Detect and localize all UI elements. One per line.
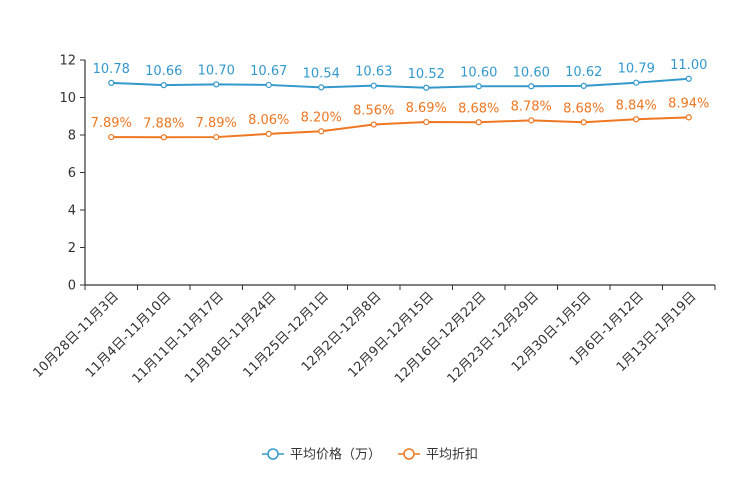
data-label: 8.78% bbox=[511, 99, 552, 114]
data-point bbox=[160, 134, 167, 141]
legend-swatch-marker bbox=[267, 448, 279, 460]
data-point bbox=[475, 83, 482, 90]
series-layer: 10.78 10.66 10.70 10.67 10.54 10.63 10.52 10.60… bbox=[91, 58, 709, 141]
data-point bbox=[370, 82, 377, 89]
data-point bbox=[423, 118, 430, 126]
data-point bbox=[685, 75, 692, 82]
legend: 平均价格（万） 平均折扣 bbox=[262, 447, 478, 463]
y-tick-label: 4 bbox=[68, 204, 76, 219]
data-point bbox=[318, 84, 325, 91]
data-label: 10.79 bbox=[618, 62, 655, 77]
data-label: 11.00 bbox=[670, 58, 707, 73]
legend-label: 平均折扣 bbox=[426, 448, 478, 463]
y-tick-label: 6 bbox=[68, 166, 76, 181]
data-label: 7.89% bbox=[196, 116, 237, 131]
series-line bbox=[111, 77, 689, 89]
data-label: 10.67 bbox=[250, 64, 287, 79]
data-label: 10.62 bbox=[565, 65, 602, 80]
data-point bbox=[318, 128, 325, 135]
axes bbox=[80, 59, 716, 290]
data-label: 10.52 bbox=[408, 67, 445, 82]
legend-item: 平均折扣 bbox=[398, 448, 478, 463]
series-average-discount: 7.89% 7.88% 7.89% 8.06% 8.20% 8.56% 8.69% 8.68%… bbox=[91, 96, 709, 141]
y-tick-label: 10 bbox=[59, 91, 76, 106]
data-point bbox=[633, 116, 640, 123]
series-line bbox=[111, 116, 689, 139]
x-tick-label: 11月18日-11月24日 bbox=[182, 289, 279, 386]
legend-swatch-marker bbox=[403, 448, 415, 460]
data-label: 10.78 bbox=[93, 62, 130, 77]
data-label: 7.88% bbox=[143, 116, 184, 131]
data-label: 10.60 bbox=[460, 65, 497, 80]
y-tick-label: 12 bbox=[59, 54, 76, 69]
data-label: 8.84% bbox=[616, 98, 657, 113]
data-label: 8.94% bbox=[668, 96, 709, 111]
data-label: 8.68% bbox=[563, 101, 604, 116]
data-point bbox=[528, 83, 535, 90]
data-point bbox=[265, 81, 272, 89]
data-label: 10.66 bbox=[145, 64, 182, 79]
y-tick-label: 2 bbox=[68, 241, 76, 256]
data-point bbox=[633, 79, 640, 86]
y-tick-label: 0 bbox=[68, 279, 76, 294]
data-point bbox=[423, 84, 430, 91]
data-label: 8.69% bbox=[406, 101, 447, 116]
data-label: 8.68% bbox=[458, 101, 499, 116]
data-point bbox=[265, 130, 272, 137]
x-tick-label: 10月28日-11月3日 bbox=[30, 289, 122, 381]
data-point bbox=[160, 82, 167, 89]
data-label: 8.56% bbox=[353, 104, 394, 119]
data-label: 10.60 bbox=[513, 65, 550, 80]
data-point bbox=[475, 119, 482, 126]
data-point bbox=[580, 119, 587, 126]
x-tick-label: 11月11日-11月17日 bbox=[130, 289, 227, 386]
legend-item: 平均价格（万） bbox=[262, 447, 381, 463]
x-tick-labels: 10月28日-11月3日11月4日-11月10日11月11日-11月17日11月… bbox=[30, 289, 699, 386]
data-label: 10.54 bbox=[303, 66, 340, 81]
data-point bbox=[528, 117, 535, 124]
data-point bbox=[213, 133, 220, 141]
data-label: 10.70 bbox=[198, 63, 235, 78]
series-average-price: 10.78 10.66 10.70 10.67 10.54 10.63 10.52 10.60… bbox=[93, 58, 707, 91]
data-label: 8.20% bbox=[301, 110, 342, 125]
data-label: 7.89% bbox=[91, 116, 132, 131]
y-tick-labels: 0 2 4 6 8 10 12 bbox=[59, 54, 76, 294]
data-label: 10.63 bbox=[355, 65, 392, 80]
data-point bbox=[580, 82, 587, 89]
data-point bbox=[213, 81, 220, 88]
data-point bbox=[108, 79, 115, 86]
x-tick-label: 12月23日-12月29日 bbox=[445, 289, 542, 386]
data-point bbox=[685, 114, 692, 121]
x-tick-label: 12月16日-12月22日 bbox=[392, 289, 489, 386]
legend-label: 平均价格（万） bbox=[290, 447, 381, 463]
data-point bbox=[108, 133, 115, 141]
y-tick-label: 8 bbox=[68, 129, 76, 144]
data-point bbox=[370, 121, 377, 128]
data-label: 8.06% bbox=[248, 113, 289, 128]
